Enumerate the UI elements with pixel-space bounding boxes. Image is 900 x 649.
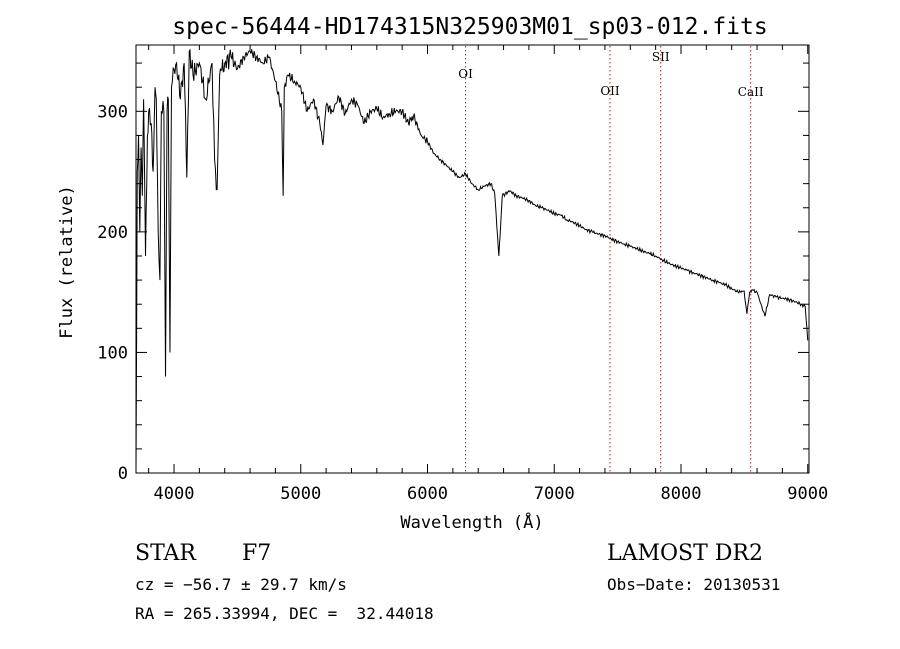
survey-name: LAMOST DR2 (607, 541, 763, 566)
y-tick-label: 300 (97, 102, 128, 122)
x-tick-label: 5000 (280, 484, 321, 504)
spectrum-series (135, 48, 809, 474)
x-tick-label: 8000 (661, 484, 702, 504)
x-tick-label: 6000 (407, 484, 448, 504)
chart-title: spec-56444-HD174315N325903M01_sp03-012.f… (172, 14, 767, 40)
x-tick-label: 7000 (534, 484, 575, 504)
axis-ticks: 4000 5000 6000 7000 8000 9000 0 100 200 300 (97, 45, 828, 504)
y-tick-label: 200 (97, 223, 128, 243)
object-type: STAR (135, 541, 197, 566)
marker-label-caii: CaII (738, 85, 764, 99)
redshift-text: cz = −56.7 ± 29.7 km/s (135, 575, 347, 594)
y-tick-label: 0 (118, 464, 128, 484)
obs-date: Obs−Date: 20130531 (607, 575, 780, 594)
object-subclass: F7 (242, 541, 271, 566)
spectrum-line (135, 48, 809, 474)
x-tick-label: 9000 (787, 484, 828, 504)
marker-label-sii: SII (652, 50, 670, 64)
x-axis-label: Wavelength (Å) (400, 511, 543, 533)
line-markers: OI OII SII CaII (458, 46, 764, 472)
ra-dec-text: RA = 265.33994, DEC = 32.44018 (135, 604, 434, 623)
x-tick-label: 4000 (154, 484, 195, 504)
plot-frame (135, 44, 810, 474)
marker-label-oii: OII (600, 84, 620, 98)
marker-label-oi: OI (458, 67, 473, 81)
y-tick-label: 100 (97, 343, 128, 363)
y-axis-label: Flux (relative) (57, 185, 77, 339)
